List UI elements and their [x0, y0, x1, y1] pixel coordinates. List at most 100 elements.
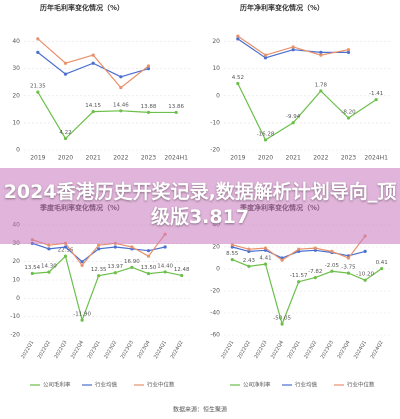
value-label: 13.88 [141, 104, 157, 110]
series-line [32, 255, 182, 323]
y-tick-label: 10 [212, 65, 220, 72]
x-tick-label: 2022Q3 [253, 340, 268, 360]
y-tick-label: 20 [212, 244, 220, 251]
value-label: 14.15 [85, 103, 101, 109]
point [163, 245, 167, 249]
point [236, 37, 240, 41]
point [146, 110, 151, 114]
legend-label: 行业均值 [295, 381, 318, 389]
point [63, 72, 68, 76]
point [36, 37, 40, 41]
point [80, 260, 84, 264]
point [236, 34, 240, 38]
value-label: 22.96 [58, 248, 74, 254]
point [346, 256, 351, 260]
point [97, 274, 101, 278]
value-label: -50.05 [273, 316, 291, 322]
value-label: -9.94 [286, 114, 301, 120]
value-label: -10.20 [356, 272, 374, 278]
point [230, 243, 234, 247]
value-label: -11.90 [73, 312, 91, 318]
y-tick-label: -10 [10, 313, 20, 320]
point [330, 249, 334, 253]
point [36, 90, 40, 94]
point [263, 248, 268, 252]
y-tick-label: -20 [10, 332, 20, 339]
point [47, 243, 51, 247]
point [80, 263, 84, 267]
value-label: 16.90 [124, 259, 140, 265]
y-tick-label: 40 [12, 38, 20, 45]
point [146, 254, 151, 258]
value-label: 14.40 [157, 263, 173, 269]
x-tick-label: 2024Q1 [353, 340, 368, 360]
x-tick-label: 2021 [86, 155, 101, 162]
value-label: 4.52 [232, 75, 244, 81]
x-tick-label: 2020 [258, 155, 273, 162]
value-label: 0.41 [376, 260, 388, 266]
value-label: 14.46 [113, 102, 129, 108]
y-tick-label: -60 [210, 332, 220, 339]
point [346, 271, 351, 275]
point [263, 56, 268, 60]
value-label: -3.75 [341, 265, 356, 271]
value-label: 12.35 [91, 267, 107, 273]
x-tick-label: 2019 [30, 155, 45, 162]
series-line [237, 83, 377, 141]
point [319, 53, 323, 57]
x-tick-label: 2022Q4 [70, 340, 85, 360]
point [263, 138, 268, 142]
point [97, 243, 101, 247]
x-tick-label: 2023Q4 [336, 340, 351, 360]
point [146, 64, 151, 68]
series-line [37, 91, 177, 140]
x-tick-label: 2019 [230, 155, 245, 162]
y-tick-label: 0 [216, 266, 220, 273]
y-tick-label: 20 [12, 92, 20, 99]
point [263, 262, 268, 266]
y-tick-label: -20 [210, 147, 220, 154]
x-tick-label: 2021 [286, 155, 301, 162]
point [346, 116, 351, 120]
y-tick-label: -40 [210, 310, 220, 317]
value-label: 13.54 [24, 265, 40, 271]
point [91, 61, 95, 65]
value-label: -11.57 [290, 273, 308, 279]
legend-label: 行业中位数 [147, 381, 175, 389]
point [119, 109, 123, 113]
value-label: 21.35 [30, 84, 46, 90]
y-tick-label: 20 [12, 258, 20, 265]
point [63, 136, 68, 141]
value-label: 13.50 [141, 265, 157, 271]
point [80, 318, 84, 322]
point [363, 249, 367, 253]
y-tick-label: -20 [210, 288, 220, 295]
point [230, 245, 234, 249]
x-tick-label: 2022 [113, 155, 128, 162]
point [313, 276, 317, 280]
point [247, 264, 251, 268]
x-tick-label: 2022Q1 [220, 340, 235, 360]
x-tick-label: 2023Q3 [320, 340, 335, 360]
banner: 2024香港历史开奖记录,数据解析计划导向_顶级版3.817 [0, 168, 400, 244]
x-tick-label: 2022Q2 [37, 340, 52, 360]
chart-title: 历年毛利率变化情况（%） [40, 3, 124, 12]
point [280, 256, 284, 260]
point [291, 121, 295, 125]
y-tick-label: 20 [212, 38, 220, 45]
y-tick-label: 10 [12, 119, 20, 126]
point [247, 249, 251, 253]
value-label: 14.30 [41, 264, 57, 270]
point [313, 248, 317, 252]
point [230, 257, 234, 262]
chart-title: 历年净利率变化情况（%） [240, 3, 324, 12]
x-tick-label: 2023Q1 [287, 340, 302, 360]
x-tick-label: 2020 [58, 155, 73, 162]
point [36, 50, 40, 55]
point [346, 48, 351, 52]
x-tick-label: 2024Q1 [153, 340, 168, 360]
value-label: 2.43 [243, 258, 256, 264]
point [247, 247, 251, 251]
